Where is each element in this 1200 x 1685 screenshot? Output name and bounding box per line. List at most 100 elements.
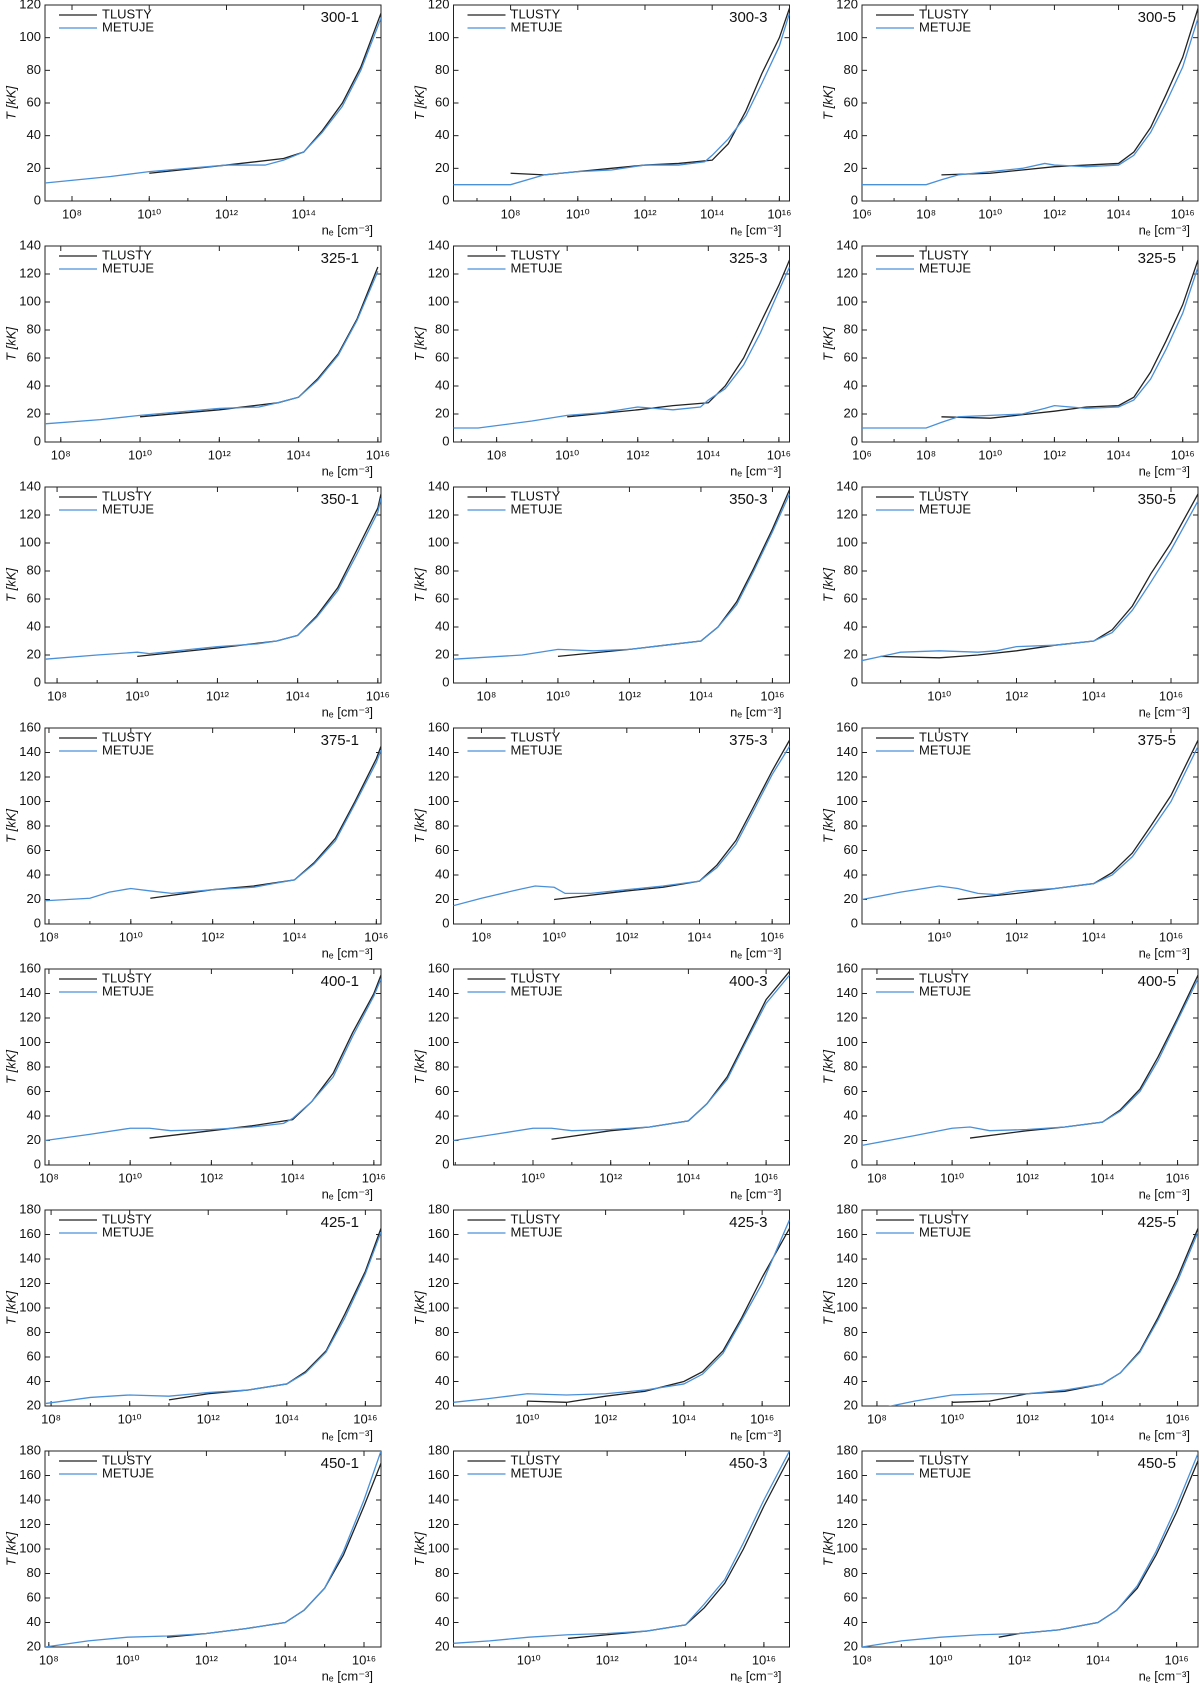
y-tick-label: 160 <box>836 719 858 734</box>
y-tick-label: 80 <box>844 62 858 77</box>
series-line <box>957 739 1198 901</box>
series-line <box>888 1231 1198 1406</box>
x-tick-label: 10¹² <box>596 1652 620 1667</box>
series-line <box>45 17 381 184</box>
plot-frame <box>861 245 1199 443</box>
x-tick-label: 10¹⁰ <box>978 447 1002 462</box>
panel: 20 40 60 80 100 120 140 160 180 10⁸ 10¹⁰ 10¹² 10¹⁴ 10… <box>820 1201 1199 1442</box>
panel: 0 20 40 60 80 100 120 140 160 10⁸ 10¹⁰ 10¹² 10¹⁴ 10¹⁶… <box>3 960 385 1201</box>
y-tick-label: 120 <box>19 0 41 11</box>
panel-title: 375-5 <box>1138 732 1176 749</box>
y-tick-label: 20 <box>27 1397 41 1412</box>
panel-title: 350-1 <box>321 491 359 508</box>
x-tick-label: 10¹⁶ <box>366 688 390 703</box>
x-tick-label: 10¹⁰ <box>137 206 161 221</box>
panel-title: 400-3 <box>729 973 767 990</box>
y-tick-label: 20 <box>435 405 449 420</box>
legend-label: METUJE <box>511 983 563 998</box>
x-tick-label: 10¹⁰ <box>515 1411 539 1426</box>
series-line <box>453 974 790 1142</box>
x-tick-label: 10¹⁶ <box>1165 1652 1189 1667</box>
y-tick-label: 20 <box>435 891 449 906</box>
x-tick-label: 10¹⁶ <box>364 929 388 944</box>
y-tick-label: 140 <box>836 985 858 1000</box>
y-tick-label: 80 <box>435 562 449 577</box>
y-tick-label: 20 <box>27 891 41 906</box>
y-tick-label: 20 <box>27 1638 41 1653</box>
x-tick-label: 10¹⁶ <box>353 1411 377 1426</box>
x-tick-label: 10⁸ <box>39 929 59 944</box>
y-tick-label: 60 <box>435 1348 449 1363</box>
y-tick-label: 100 <box>836 1034 858 1049</box>
x-axis-label: nₑ [cm⁻³] <box>730 463 781 478</box>
legend-label: METUJE <box>919 260 971 275</box>
y-tick-label: 20 <box>844 891 858 906</box>
x-tick-label: 10¹⁴ <box>275 1411 299 1426</box>
x-tick-label: 10⁸ <box>867 1170 887 1185</box>
y-tick-label: 40 <box>844 866 858 881</box>
panel-title: 300-5 <box>1138 9 1176 26</box>
x-tick-label: 10¹⁴ <box>689 688 713 703</box>
panel-title: 400-1 <box>321 973 359 990</box>
x-tick-label: 10¹⁴ <box>700 206 724 221</box>
plot-frame <box>44 727 382 925</box>
panel: 0 20 40 60 80 100 120 140 10⁶ 10⁸ 10¹⁰ 10¹² 10¹⁴ 10¹⁶… <box>820 237 1199 478</box>
x-tick-label: 10¹⁰ <box>542 929 566 944</box>
plot-frame <box>453 486 790 684</box>
panel-title: 325-3 <box>729 250 767 267</box>
panel: 0 20 40 60 80 100 120 140 10⁸ 10¹⁰ 10¹² 10¹⁴ 10¹⁶nₑ … <box>3 237 389 478</box>
y-tick-label: 0 <box>442 433 449 448</box>
x-tick-label: 10⁸ <box>39 1170 59 1185</box>
y-tick-label: 100 <box>836 793 858 808</box>
y-tick-label: 80 <box>27 1565 41 1580</box>
legend-label: METUJE <box>511 1224 563 1239</box>
x-tick-label: 10⁸ <box>487 447 507 462</box>
panel-title: 300-1 <box>321 9 359 26</box>
y-tick-label: 120 <box>19 1516 41 1531</box>
panel-title: 400-5 <box>1138 973 1176 990</box>
legend-label: METUJE <box>102 1465 154 1480</box>
legend-label: METUJE <box>919 742 971 757</box>
series-line <box>149 974 381 1139</box>
x-tick-label: 10¹⁴ <box>676 1170 700 1185</box>
series-line <box>453 266 790 429</box>
legend-label: METUJE <box>102 742 154 757</box>
y-tick-label: 80 <box>435 62 449 77</box>
y-tick-label: 60 <box>844 842 858 857</box>
plot-frame <box>453 1209 790 1407</box>
y-tick-label: 180 <box>836 1201 858 1216</box>
y-tick-label: 60 <box>435 349 449 364</box>
y-tick-label: 120 <box>19 1275 41 1290</box>
y-tick-label: 60 <box>27 1083 41 1098</box>
series-line <box>880 493 1198 659</box>
y-tick-label: 60 <box>27 842 41 857</box>
y-tick-label: 40 <box>435 377 449 392</box>
panel-title: 425-3 <box>729 1214 767 1231</box>
x-tick-label: 10¹² <box>1043 447 1067 462</box>
x-tick-label: 10¹⁴ <box>273 1652 297 1667</box>
legend-label: TLUSTY <box>102 970 152 985</box>
legend-label: METUJE <box>102 1224 154 1239</box>
y-tick-label: 40 <box>844 127 858 142</box>
x-tick-label: 10¹² <box>1016 1170 1040 1185</box>
x-tick-label: 10¹⁶ <box>1171 447 1195 462</box>
y-tick-label: 0 <box>442 674 449 689</box>
y-tick-label: 60 <box>844 349 858 364</box>
x-tick-label: 10¹² <box>1005 688 1029 703</box>
series-line <box>941 8 1198 176</box>
panel-title: 325-5 <box>1138 250 1176 267</box>
x-tick-label: 10⁸ <box>471 929 491 944</box>
y-tick-label: 40 <box>27 127 41 142</box>
y-axis-label: T [kK] <box>412 1050 427 1084</box>
x-tick-label: 10¹⁴ <box>1086 1652 1110 1667</box>
y-tick-label: 40 <box>27 1614 41 1629</box>
y-tick-label: 40 <box>27 1107 41 1122</box>
y-tick-label: 0 <box>851 192 858 207</box>
y-tick-label: 60 <box>27 1348 41 1363</box>
y-tick-label: 60 <box>435 1083 449 1098</box>
y-tick-label: 20 <box>844 1638 858 1653</box>
y-axis-label: T [kK] <box>3 809 18 843</box>
x-axis-label: nₑ [cm⁻³] <box>730 222 781 237</box>
legend-label: TLUSTY <box>919 970 969 985</box>
x-tick-label: 10¹⁶ <box>1171 206 1195 221</box>
